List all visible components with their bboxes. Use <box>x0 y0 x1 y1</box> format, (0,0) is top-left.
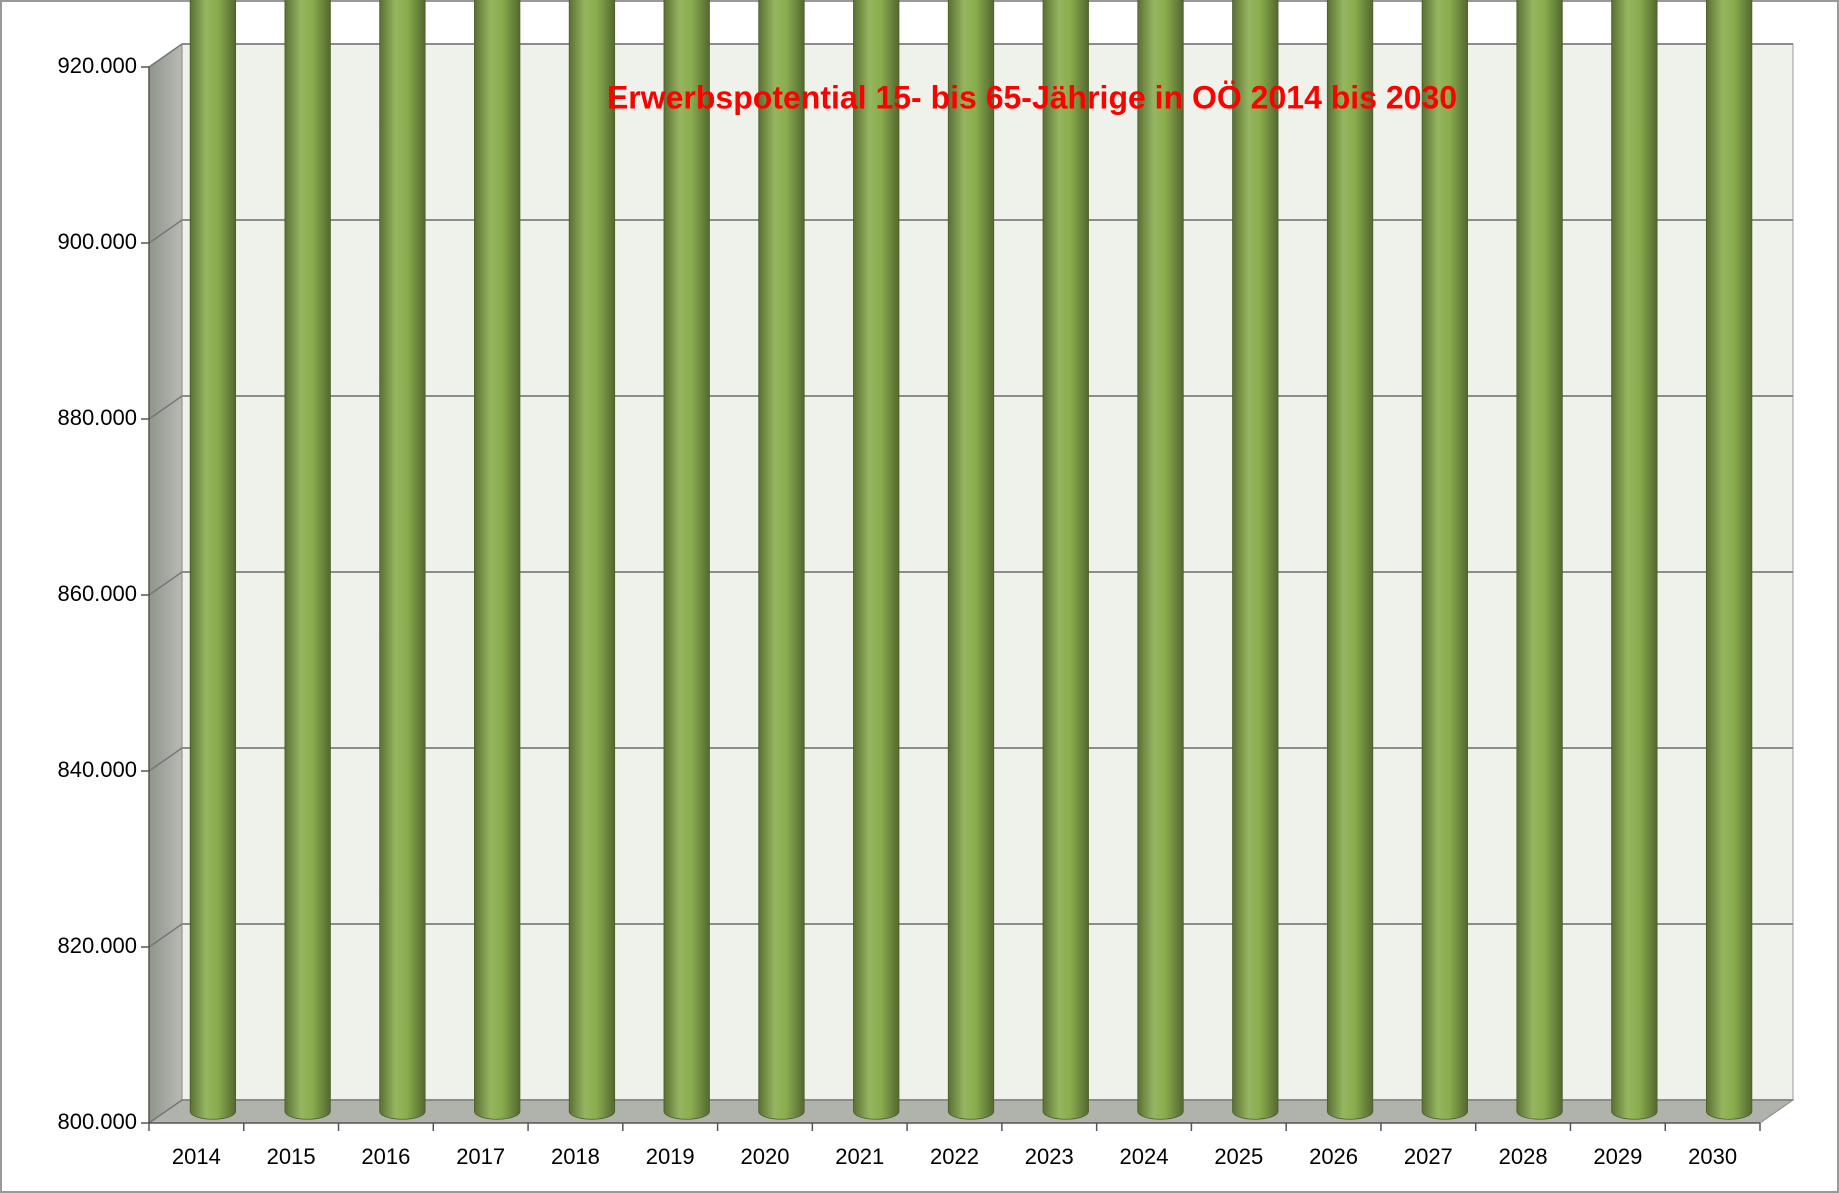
y-tick-label: 920.000 <box>57 53 137 78</box>
bar-segment <box>1516 0 1563 1120</box>
x-tick-label: 2024 <box>1120 1144 1169 1169</box>
bar-segment <box>1611 0 1658 1120</box>
x-tick-label: 2030 <box>1688 1144 1737 1169</box>
bar-segment <box>853 0 900 1120</box>
grid-line-side <box>148 1099 183 1124</box>
y-tick-label: 860.000 <box>57 581 137 606</box>
grid-line-side <box>148 43 183 68</box>
bar-segment <box>189 0 237 1120</box>
chart-title: Erwerbspotential 15- bis 65-Jährige in O… <box>607 79 1457 115</box>
bar-segment <box>1421 0 1468 1120</box>
x-tick-label: 2017 <box>456 1144 505 1169</box>
y-tick-label: 800.000 <box>57 1109 137 1134</box>
x-tick-label: 2021 <box>835 1144 884 1169</box>
bar-segment <box>474 0 521 1120</box>
grid-line-side <box>148 219 183 244</box>
y-tick-label: 900.000 <box>57 229 137 254</box>
bar-segment <box>758 0 805 1120</box>
grid-line-side <box>148 395 183 420</box>
grid-line-side <box>148 571 183 596</box>
x-tick-label: 2026 <box>1309 1144 1358 1169</box>
x-tick-label: 2025 <box>1214 1144 1263 1169</box>
bar-segment <box>663 0 710 1120</box>
bar-segment <box>1232 0 1279 1120</box>
plot-area: 800.000 820.000 840.000 860.000 880.000 900.0… <box>57 0 1795 1169</box>
x-tick-label: 2022 <box>930 1144 979 1169</box>
bar-segment <box>1705 0 1753 1120</box>
bar-segment <box>1042 0 1089 1120</box>
x-tick-label: 2014 <box>172 1144 221 1169</box>
x-tick-label: 2029 <box>1593 1144 1642 1169</box>
bar-segment <box>284 0 331 1120</box>
grid-line-side <box>148 747 183 772</box>
bar-segment <box>1326 0 1374 1120</box>
bar-segment <box>947 0 995 1120</box>
x-tick-label: 2027 <box>1404 1144 1453 1169</box>
bar-segment <box>1137 0 1184 1120</box>
x-tick-label: 2015 <box>267 1144 316 1169</box>
bar-segment <box>379 0 426 1120</box>
x-tick-label: 2028 <box>1499 1144 1548 1169</box>
y-tick-label: 880.000 <box>57 405 137 430</box>
x-tick-label: 2019 <box>646 1144 695 1169</box>
x-tick-label: 2016 <box>361 1144 410 1169</box>
y-tick-label: 820.000 <box>57 933 137 958</box>
grid-line-side <box>148 923 183 948</box>
x-tick-label: 2023 <box>1025 1144 1074 1169</box>
x-tick-label: 2018 <box>551 1144 600 1169</box>
bar-segment <box>568 0 616 1120</box>
y-tick-label: 840.000 <box>57 757 137 782</box>
x-tick-label: 2020 <box>740 1144 789 1169</box>
